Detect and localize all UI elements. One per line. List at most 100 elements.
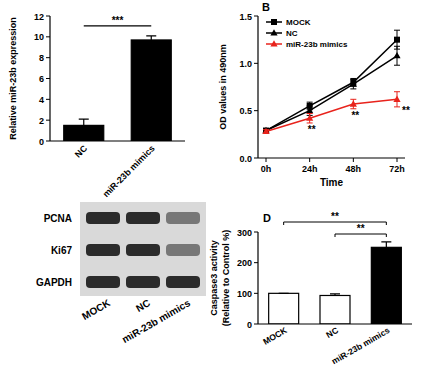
- blot-band: [86, 212, 120, 224]
- y-tick: [254, 232, 258, 233]
- y-tick: [254, 63, 258, 64]
- marker: [262, 128, 269, 134]
- x-axis: [50, 140, 185, 141]
- blot-band: [166, 212, 200, 224]
- y-tick-label: 2: [39, 116, 44, 126]
- marker: [393, 52, 400, 58]
- y-tick: [254, 293, 258, 294]
- y-axis-label: Caspase3 activity: [209, 240, 219, 316]
- y-tick: [254, 16, 258, 17]
- marker: [394, 37, 400, 43]
- blot-lane-label: MOCK: [80, 297, 113, 322]
- blot-row-label: PCNA: [44, 213, 72, 224]
- x-tick: [397, 158, 398, 162]
- x-tick-label: 72h: [389, 164, 405, 174]
- blot-band: [126, 276, 160, 288]
- x-tick: [309, 158, 310, 162]
- bar: [371, 247, 401, 324]
- y-tick-label: 4: [39, 95, 44, 105]
- x-tick-label: NC: [324, 325, 340, 340]
- bar: [64, 125, 104, 141]
- error-bar: [350, 79, 356, 88]
- y-tick: [254, 262, 258, 263]
- x-tick-label: MOCK: [261, 325, 289, 347]
- x-tick: [266, 158, 267, 162]
- error-bar: [350, 99, 356, 108]
- y-tick: [46, 120, 50, 121]
- marker: [306, 107, 313, 113]
- significance: **: [308, 124, 316, 135]
- legend-entry: miR-23b mimics: [286, 40, 348, 49]
- x-tick-label: 24h: [302, 164, 318, 174]
- y-tick-label: 6: [39, 74, 44, 84]
- y-tick-label: 0: [39, 137, 44, 147]
- y-axis: [257, 232, 258, 324]
- marker: [271, 19, 277, 25]
- blot-background: [80, 202, 206, 296]
- blot-band: [86, 244, 120, 256]
- y-tick-label: 12: [34, 12, 44, 22]
- bracket: [284, 222, 387, 225]
- blot-row-label: Ki67: [51, 245, 73, 256]
- significance: **: [402, 105, 410, 116]
- error-bar: [394, 92, 400, 107]
- marker: [350, 80, 357, 86]
- figure: 024681012NCmiR-23b mimicsRelative miR-23…: [0, 0, 422, 366]
- marker: [306, 114, 313, 120]
- error-bar: [307, 114, 313, 123]
- y-tick: [254, 110, 258, 111]
- panel-label: B: [262, 1, 270, 13]
- x-tick-label: 48h: [346, 164, 362, 174]
- marker: [262, 127, 269, 133]
- line: [266, 99, 397, 131]
- y-tick: [46, 99, 50, 100]
- plot-area: [64, 36, 172, 141]
- y-tick-label: 200: [237, 258, 252, 268]
- line: [266, 40, 397, 131]
- x-tick-label: miR-23b mimics: [330, 325, 392, 366]
- blot-band: [166, 244, 200, 256]
- y-tick: [46, 141, 50, 142]
- y-tick-label: 0: [247, 320, 252, 330]
- y-tick-label: 100: [237, 289, 252, 299]
- x-axis: [258, 323, 412, 324]
- x-tick-label: 0h: [261, 164, 272, 174]
- x-axis: [258, 157, 405, 158]
- y-tick-label: 0.5: [239, 106, 252, 116]
- panel-label: D: [263, 212, 271, 224]
- error-bar: [79, 119, 89, 125]
- bar: [269, 293, 299, 324]
- plot-area: [269, 242, 402, 324]
- x-tick: [353, 158, 354, 162]
- blot-row-label: GAPDH: [36, 277, 72, 288]
- y-axis-label: OD values in 490nm: [218, 44, 228, 130]
- error-bar: [394, 46, 400, 65]
- significance: **: [331, 211, 339, 222]
- y-tick: [254, 158, 258, 159]
- x-axis-label: Time: [320, 177, 344, 188]
- y-tick: [46, 78, 50, 79]
- blot-lane-label: NC: [134, 297, 152, 314]
- bar: [320, 295, 350, 324]
- bracket: [335, 234, 386, 237]
- y-tick: [46, 36, 50, 37]
- y-tick-label: 8: [39, 53, 44, 63]
- x-tick-label: miR-23b mimics: [101, 143, 157, 199]
- y-tick-label: 1.5: [239, 12, 252, 22]
- significance: **: [357, 223, 365, 234]
- y-tick: [46, 57, 50, 58]
- marker: [270, 40, 277, 46]
- error-bar: [279, 293, 289, 294]
- y-tick-label: 0.0: [239, 154, 252, 164]
- y-tick-label: 1.0: [239, 59, 252, 69]
- y-tick: [46, 16, 50, 17]
- line: [266, 56, 397, 131]
- x-tick-label: NC: [73, 143, 90, 160]
- blot-band: [126, 212, 160, 224]
- y-axis-label: Relative miR-23b expression: [8, 17, 18, 140]
- legend-entry: NC: [286, 29, 298, 38]
- bar: [131, 40, 171, 141]
- y-axis: [257, 16, 258, 158]
- plot-area: [262, 30, 400, 134]
- y-tick-label: 10: [34, 32, 44, 42]
